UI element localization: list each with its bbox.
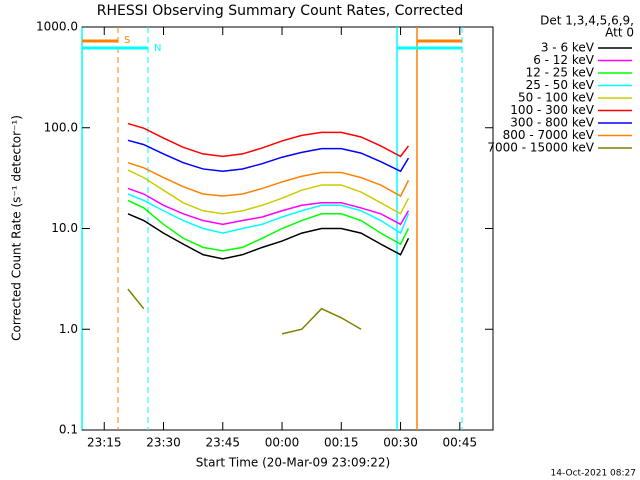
series-line (127, 187, 410, 226)
legend-label: 12 - 25 keV (526, 66, 595, 80)
series-line (127, 199, 410, 252)
y-axis-label: Corrected Count Rate (s⁻¹ detector⁻¹) (10, 115, 24, 341)
legend-label: 6 - 12 keV (533, 53, 595, 67)
series-line (127, 139, 410, 173)
x-tick-label: 23:45 (205, 436, 240, 450)
series-line (127, 169, 410, 215)
x-tick-label: 00:00 (265, 436, 300, 450)
annotation: S (124, 35, 130, 46)
legend-label: 50 - 100 keV (518, 91, 595, 105)
y-tick-label: 1.0 (59, 322, 78, 336)
legend-label: 25 - 50 keV (526, 78, 595, 92)
x-tick-label: 00:30 (383, 436, 418, 450)
y-tick-label: 1000.0 (36, 20, 78, 34)
legend-label: 100 - 300 keV (510, 103, 594, 117)
y-tick-label: 100.0 (44, 120, 78, 134)
series-line (127, 213, 410, 260)
plot-frame (81, 26, 494, 431)
chart-title: RHESSI Observing Summary Count Rates, Co… (97, 3, 463, 19)
y-tick-label: 0.1 (59, 423, 78, 437)
y-tick-label: 10.0 (51, 221, 78, 235)
series-line (128, 281, 409, 334)
x-tick-label: 00:15 (324, 436, 359, 450)
series-line (127, 193, 410, 235)
series-line (127, 122, 410, 158)
legend-label: 300 - 800 keV (510, 116, 594, 130)
x-tick-label: 23:15 (87, 436, 122, 450)
series-line (127, 161, 410, 198)
legend-label: 800 - 7000 keV (503, 128, 595, 142)
legend-label: 7000 - 15000 keV (487, 141, 594, 155)
legend-title: Att 0 (605, 26, 634, 40)
legend-label: 3 - 6 keV (541, 41, 595, 55)
legend-title: Det 1,3,4,5,6,9, (540, 14, 634, 28)
x-axis-label: Start Time (20-Mar-09 23:09:22) (196, 456, 390, 470)
footer: 14-Oct-2021 08:27 (551, 469, 636, 479)
x-tick-label: 23:30 (146, 436, 181, 450)
annotation: N (154, 43, 161, 54)
x-tick-label: 00:45 (443, 436, 478, 450)
